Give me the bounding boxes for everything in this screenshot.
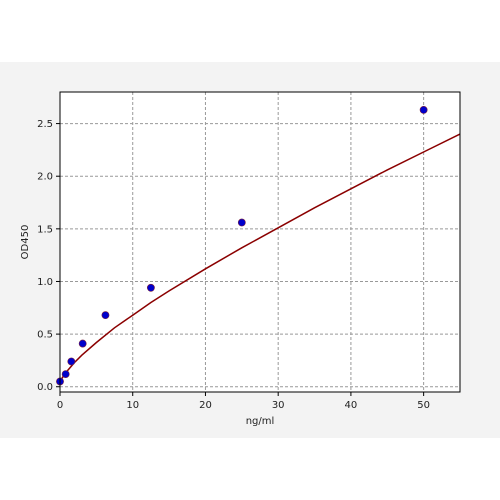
points-layer [56, 105, 428, 386]
x-tick-label: 30 [272, 400, 285, 411]
x-tick-label: 10 [126, 400, 139, 411]
y-tick-label: 1.5 [37, 224, 53, 235]
y-tick-label: 2.0 [37, 172, 53, 183]
y-axis-ticks: 0.0 0.5 1.0 1.5 2.0 2.5 [37, 119, 60, 393]
x-tick-label: 50 [417, 400, 430, 411]
y-tick-label: 1.0 [37, 277, 53, 288]
x-tick-label: 40 [345, 400, 358, 411]
x-axis-ticks: 0 10 20 30 40 50 [57, 392, 430, 411]
data-point [67, 357, 76, 366]
data-point [147, 283, 155, 292]
y-tick-label: 2.5 [37, 119, 53, 130]
y-tick-label: 0.0 [37, 382, 53, 393]
y-axis-title: OD450 [20, 225, 31, 260]
data-point [237, 218, 246, 227]
x-tick-label: 0 [57, 400, 63, 411]
grid [60, 92, 460, 392]
y-tick-label: 0.5 [37, 330, 53, 341]
data-point [78, 339, 87, 348]
x-tick-label: 20 [199, 400, 212, 411]
data-point [101, 311, 110, 320]
data-point [61, 370, 70, 379]
data-point [419, 105, 428, 114]
plot-frame [59, 91, 461, 393]
plot-area [60, 92, 460, 392]
x-axis-title: ng/ml [246, 416, 275, 427]
